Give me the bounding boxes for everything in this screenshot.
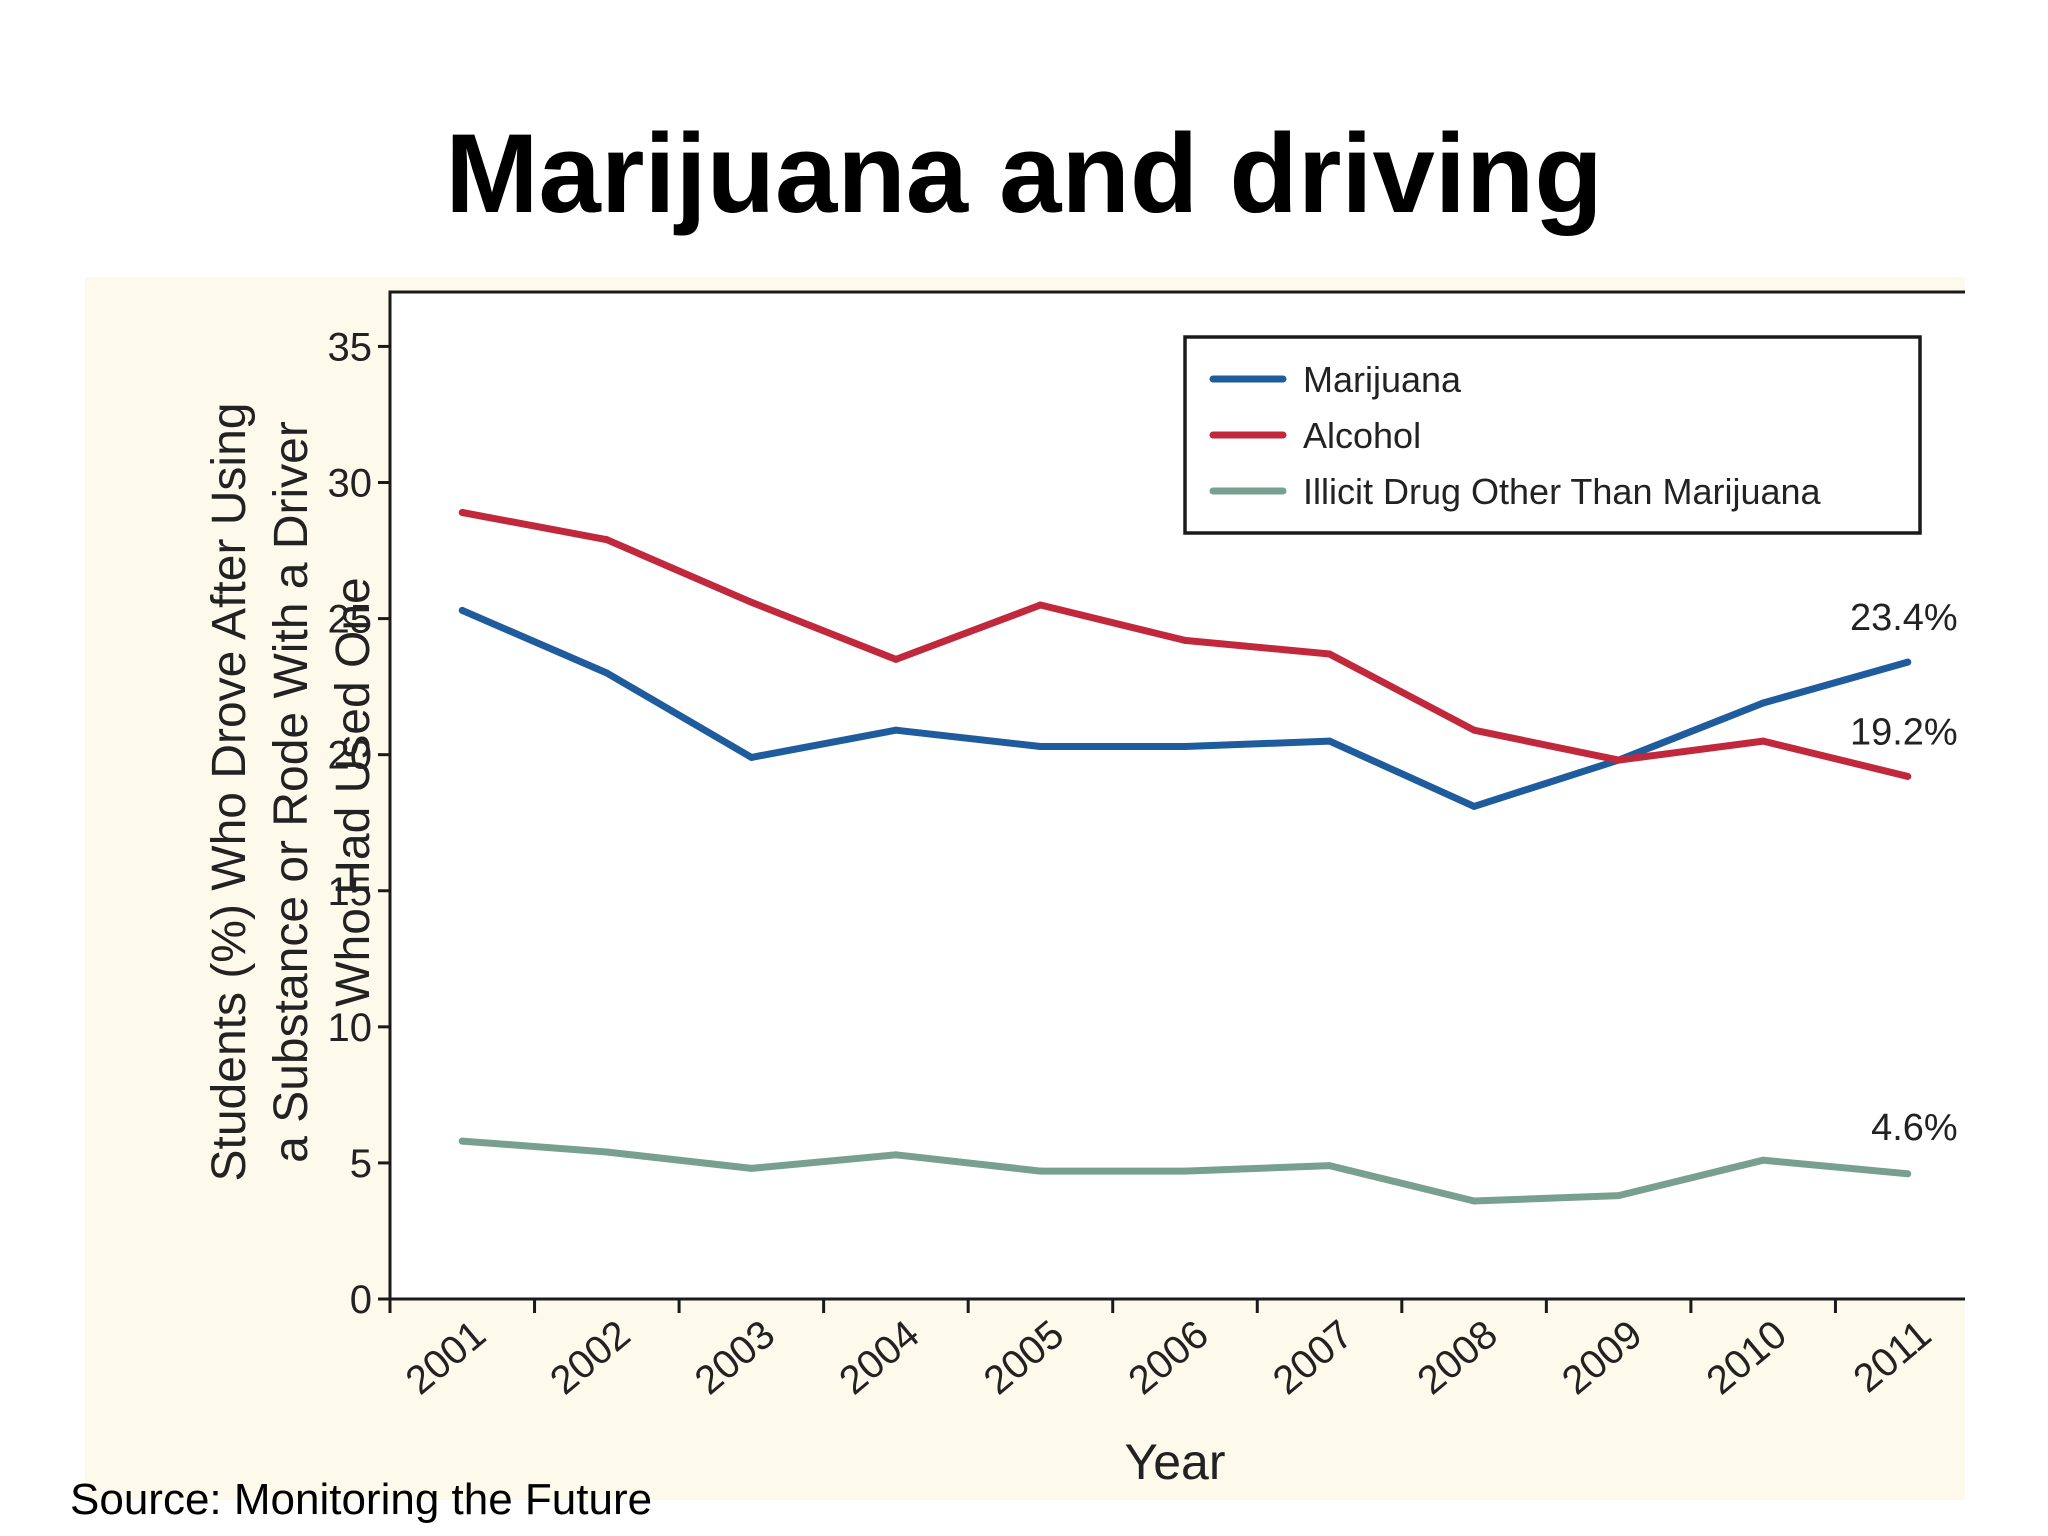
- series-point: [747, 598, 755, 606]
- series-point: [1036, 743, 1044, 751]
- y-tick-label: 15: [328, 870, 373, 914]
- legend: Marijuana Alcohol Illicit Drug Other Than …: [1183, 335, 1922, 535]
- series-point: [1181, 743, 1189, 751]
- legend-label: Illicit Drug Other Than Marijuana: [1303, 471, 1822, 512]
- series-point: [1470, 726, 1478, 734]
- y-axis-title-line: a Substance or Rode With a Driver: [265, 421, 318, 1163]
- series-point: [1181, 1167, 1189, 1175]
- series-point: [603, 536, 611, 544]
- legend-label: Alcohol: [1303, 415, 1421, 456]
- y-tick-label: 35: [328, 325, 373, 369]
- series-point: [892, 655, 900, 663]
- series-point: [1759, 699, 1767, 707]
- series-point: [1326, 650, 1334, 658]
- series-point: [458, 508, 466, 516]
- end-labels: 23.4% 19.2% 4.6%: [1850, 597, 1958, 1149]
- series-point: [1759, 737, 1767, 745]
- series-point: [1036, 1167, 1044, 1175]
- y-axis-title-line: Students (%) Who Drove After Using: [203, 403, 256, 1182]
- series-point: [1181, 636, 1189, 644]
- series-point: [1904, 1170, 1912, 1178]
- legend-box: [1183, 335, 1922, 535]
- series-layer: [458, 508, 1912, 1205]
- y-tick-label: 20: [328, 734, 373, 778]
- source-note: Source: Monitoring the Future: [70, 1475, 653, 1524]
- series-point: [1904, 772, 1912, 780]
- series-point: [1036, 601, 1044, 609]
- y-tick-label: 0: [350, 1278, 372, 1322]
- y-axis-title: Students (%) Who Drove After Using a Subs…: [203, 403, 380, 1182]
- y-tick-label: 5: [350, 1142, 372, 1186]
- y-tick-label: 25: [328, 598, 373, 642]
- series-point: [1326, 737, 1334, 745]
- y-tick-label: 10: [328, 1006, 373, 1050]
- y-axis-title-line: Who Had Used One: [327, 577, 380, 1007]
- legend-label: Marijuana: [1303, 359, 1462, 400]
- series-point: [892, 726, 900, 734]
- series-point: [603, 669, 611, 677]
- series-point: [1615, 756, 1623, 764]
- series-point: [747, 1164, 755, 1172]
- series-point: [1615, 1192, 1623, 1200]
- series-point: [1904, 658, 1912, 666]
- end-value-label: 19.2%: [1850, 711, 1958, 753]
- series-point: [1470, 1197, 1478, 1205]
- end-value-label: 4.6%: [1871, 1107, 1958, 1149]
- slide-title: Marijuana and driving: [445, 111, 1603, 236]
- series-point: [1326, 1162, 1334, 1170]
- series-point: [603, 1148, 611, 1156]
- plot-frame: [388, 290, 1965, 1301]
- series-point: [747, 753, 755, 761]
- series-point: [458, 606, 466, 614]
- line-chart: Students (%) Who Drove After Using a Subs…: [85, 277, 1965, 1500]
- series-point: [1759, 1156, 1767, 1164]
- x-axis-title: Year: [1124, 1434, 1225, 1490]
- end-value-label: 23.4%: [1850, 597, 1958, 639]
- series-point: [892, 1151, 900, 1159]
- chart-panel: Students (%) Who Drove After Using a Subs…: [85, 277, 1965, 1500]
- y-tick-label: 30: [328, 462, 373, 506]
- series-point: [458, 1137, 466, 1145]
- series-point: [1470, 802, 1478, 810]
